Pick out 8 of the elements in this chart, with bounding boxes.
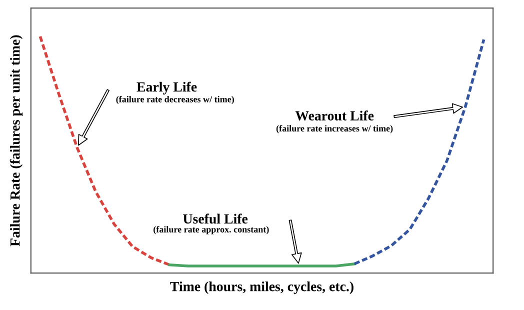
x-axis-title: Time (hours, miles, cycles, etc.) <box>170 281 354 294</box>
annotation: Wearout Life <box>295 110 374 121</box>
annotation: (failure rate increases w/ time) <box>276 125 393 134</box>
annotation: (failure rate decreases w/ time) <box>116 96 234 104</box>
annotation: (failure rate approx. constant) <box>154 226 269 234</box>
annotation: Useful Life <box>183 214 248 224</box>
annotation: Early Life <box>136 82 197 94</box>
y-axis-title: Failure Rate (failures per unit time) <box>10 35 23 246</box>
